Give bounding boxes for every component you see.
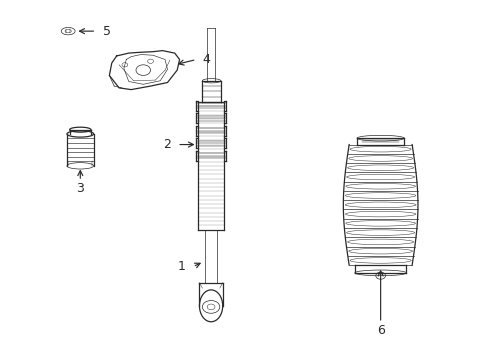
Text: 1: 1	[178, 260, 186, 273]
Text: 5: 5	[103, 24, 111, 38]
Text: 3: 3	[76, 183, 84, 195]
Text: 4: 4	[202, 53, 210, 66]
Text: 6: 6	[377, 324, 385, 337]
Text: 2: 2	[164, 138, 171, 151]
